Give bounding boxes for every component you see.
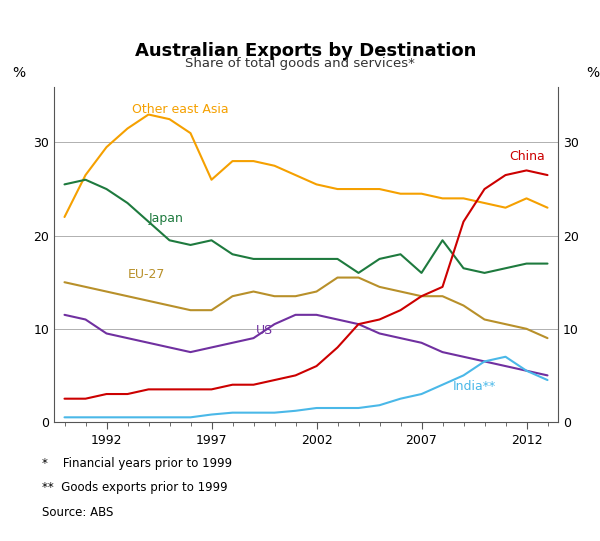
- Text: Other east Asia: Other east Asia: [131, 103, 229, 116]
- Text: Japan: Japan: [149, 213, 184, 226]
- Text: %: %: [587, 66, 600, 80]
- Text: China: China: [510, 150, 545, 163]
- Title: Australian Exports by Destination: Australian Exports by Destination: [136, 42, 476, 60]
- Text: **  Goods exports prior to 1999: ** Goods exports prior to 1999: [42, 481, 227, 494]
- Text: Share of total goods and services*: Share of total goods and services*: [185, 57, 415, 70]
- Text: India**: India**: [453, 380, 496, 393]
- Text: %: %: [12, 66, 25, 80]
- Text: US: US: [256, 324, 272, 337]
- Text: EU-27: EU-27: [128, 268, 165, 281]
- Text: Source: ABS: Source: ABS: [42, 506, 113, 519]
- Text: *    Financial years prior to 1999: * Financial years prior to 1999: [42, 457, 232, 470]
